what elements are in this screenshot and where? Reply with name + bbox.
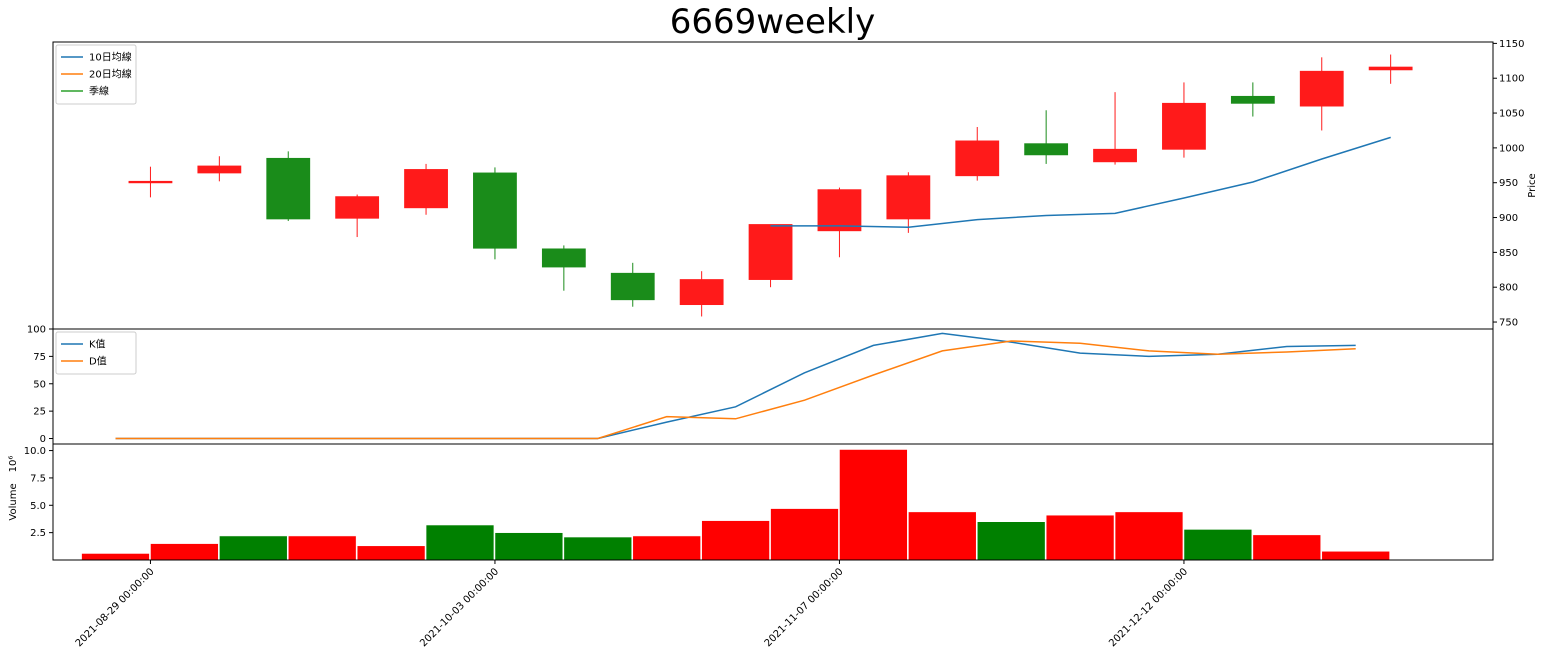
volume-bar [219,535,288,561]
chart-title: 6669weekly [669,2,876,42]
d-line [115,340,1356,440]
volume-tick-label: 7.5 [30,473,46,484]
kd-tick-label: 25 [33,407,46,418]
volume-bar [701,520,770,561]
price-legend-box [55,44,137,105]
volume-bar [632,535,701,561]
kd-tick-label: 100 [27,325,46,336]
price-tick-label: 1000 [1499,143,1524,154]
price-legend-label: 20日均線 [89,68,132,81]
volume-bar [1321,550,1390,561]
candle-body [541,248,586,268]
price-tick-label: 800 [1499,283,1518,294]
volume-bar [1114,511,1184,561]
kd-tick-label: 50 [33,379,46,390]
x-tick-label: 2021-10-03 00:00:00 [418,566,501,649]
candle-body [955,140,1000,177]
candle-body [1368,66,1413,71]
volume-bar [1045,514,1115,561]
volume-bar [356,545,426,561]
price-tick-label: 850 [1499,248,1518,259]
candle-body [404,169,448,209]
price-tick-label: 1050 [1499,109,1524,120]
volume-bar [839,449,908,561]
candle-body [1299,70,1344,107]
candle-body [610,272,655,301]
volume-bar [976,521,1046,561]
candle-body [197,165,242,174]
kd-panel-frame [52,328,1494,445]
candle-body [748,224,793,280]
kd-legend-box [55,331,137,375]
candle-body [817,189,862,232]
volume-tick-label: 5.0 [30,501,46,512]
candle-body [1162,102,1206,150]
volume-bar [908,511,977,561]
price-legend-label: 季線 [89,85,109,98]
candle-body [335,196,380,219]
volume-axis-label: Volume [8,483,19,520]
kd-tick-label: 75 [33,352,46,363]
candle-body [473,172,517,249]
candle-body [886,175,931,220]
candle-body [266,157,311,220]
volume-bar [770,508,839,561]
volume-panel-frame [52,443,1494,561]
price-legend-label: 10日均線 [89,51,132,64]
volume-tick-label: 2.5 [30,528,46,539]
volume-bar [494,532,564,561]
x-tick-label: 2021-12-12 00:00:00 [1107,566,1190,649]
price-tick-label: 900 [1499,213,1518,224]
candle-body [1230,95,1275,104]
price-tick-label: 950 [1499,178,1518,189]
volume-tick-label: 10.0 [24,446,46,457]
price-tick-label: 750 [1499,318,1518,329]
volume-bar [425,524,495,561]
x-tick-label: 2021-11-07 00:00:00 [763,566,846,649]
kd-legend-label: D值 [89,355,107,368]
ma10-line [770,136,1391,229]
price-tick-label: 1150 [1499,39,1524,50]
volume-bar [563,536,633,561]
x-tick-label: 2021-08-29 00:00:00 [74,566,157,649]
candle-body [1024,143,1069,156]
candle-body [679,279,724,306]
volume-exponent-label: 10⁶ [8,456,19,473]
volume-bar [1252,534,1322,561]
volume-bar [81,553,150,561]
price-axis-label: Price [1527,173,1538,197]
candle-body [128,180,173,184]
kd-legend-label: K值 [89,338,106,351]
volume-bar [150,543,219,561]
k-line [115,332,1356,440]
price-tick-label: 1100 [1499,74,1524,85]
candle-body [1093,148,1137,163]
volume-bar [1183,529,1253,561]
kd-tick-label: 0 [40,434,46,445]
volume-bar [287,535,357,561]
